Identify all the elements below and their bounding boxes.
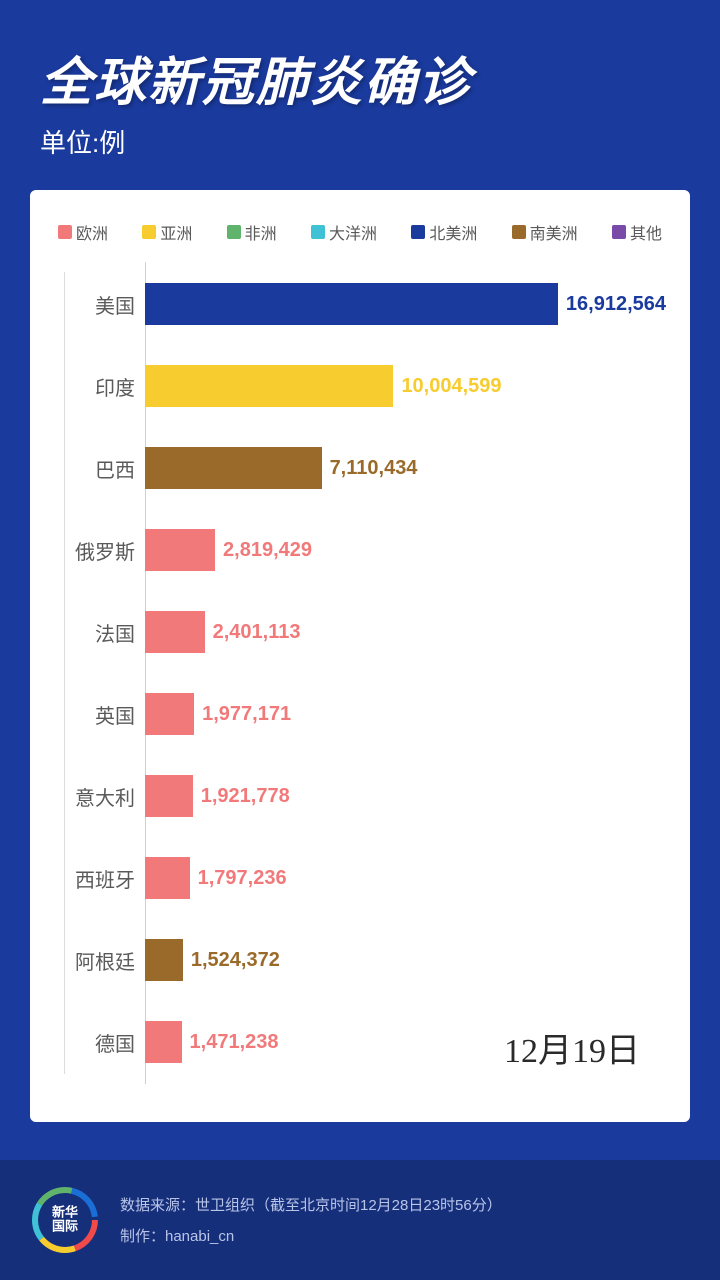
bar bbox=[145, 775, 193, 817]
page-title: 全球新冠肺炎确诊 bbox=[40, 40, 680, 115]
legend-item: 欧洲 bbox=[58, 220, 108, 244]
source-line: 数据来源：世卫组织（截至北京时间12月28日23时56分） bbox=[120, 1194, 502, 1215]
bar-value-label: 1,471,238 bbox=[190, 1031, 279, 1054]
legend-label: 大洋洲 bbox=[329, 220, 377, 244]
bar bbox=[145, 693, 194, 735]
bar-value-label: 7,110,434 bbox=[330, 457, 418, 480]
legend-swatch bbox=[512, 225, 526, 239]
bar-row: 俄罗斯2,819,429 bbox=[145, 518, 666, 582]
bar-row: 法国2,401,113 bbox=[145, 600, 666, 664]
bar-country-label: 西班牙 bbox=[55, 864, 135, 893]
logo-text: 新华国际 bbox=[48, 1206, 83, 1235]
bar bbox=[145, 529, 215, 571]
legend-swatch bbox=[227, 225, 241, 239]
bar-value-label: 16,912,564 bbox=[566, 293, 666, 316]
chart-panel: 欧洲亚洲非洲大洋洲北美洲南美洲其他 美国16,912,564印度10,004,5… bbox=[30, 190, 690, 1122]
bar-row: 美国16,912,564 bbox=[145, 272, 666, 336]
bar bbox=[145, 611, 205, 653]
bar-country-label: 德国 bbox=[55, 1028, 135, 1057]
legend-item: 亚洲 bbox=[142, 220, 192, 244]
bar-row: 巴西7,110,434 bbox=[145, 436, 666, 500]
bar-value-label: 2,819,429 bbox=[223, 539, 312, 562]
bar-chart: 美国16,912,564 印度10,004,599 巴西7,110,434 俄罗斯2,… bbox=[64, 272, 666, 1074]
bar-row: 阿根廷1,524,372 bbox=[145, 928, 666, 992]
credit-line: 制作：hanabi_cn bbox=[120, 1225, 502, 1246]
legend-label: 南美洲 bbox=[530, 220, 578, 244]
bar-row: 西班牙1,797,236 bbox=[145, 846, 666, 910]
legend-item: 南美洲 bbox=[512, 220, 578, 244]
footer: 新华国际 数据来源：世卫组织（截至北京时间12月28日23时56分） 制作：ha… bbox=[0, 1160, 720, 1280]
bar-country-label: 法国 bbox=[55, 618, 135, 647]
legend-item: 北美洲 bbox=[411, 220, 477, 244]
bar bbox=[145, 857, 190, 899]
bar-value-label: 1,977,171 bbox=[202, 703, 291, 726]
unit-label: 单位:例 bbox=[40, 123, 680, 160]
legend-swatch bbox=[411, 225, 425, 239]
legend-label: 其他 bbox=[630, 220, 662, 244]
legend-item: 非洲 bbox=[227, 220, 277, 244]
bar bbox=[145, 283, 558, 325]
legend-swatch bbox=[311, 225, 325, 239]
date-overlay: 12月19日 bbox=[504, 1023, 640, 1072]
bar bbox=[145, 365, 393, 407]
bar-value-label: 1,921,778 bbox=[201, 785, 290, 808]
bar bbox=[145, 939, 183, 981]
bar-country-label: 印度 bbox=[55, 372, 135, 401]
bar-value-label: 1,797,236 bbox=[198, 867, 287, 890]
bar-country-label: 英国 bbox=[55, 700, 135, 729]
legend-label: 非洲 bbox=[245, 220, 277, 244]
bar bbox=[145, 447, 322, 489]
bar-country-label: 俄罗斯 bbox=[55, 536, 135, 565]
legend-item: 其他 bbox=[612, 220, 662, 244]
footer-text: 数据来源：世卫组织（截至北京时间12月28日23时56分） 制作：hanabi_… bbox=[120, 1194, 502, 1246]
bar-row: 英国1,977,171 bbox=[145, 682, 666, 746]
legend-label: 欧洲 bbox=[76, 220, 108, 244]
legend-label: 北美洲 bbox=[429, 220, 477, 244]
bar-value-label: 1,524,372 bbox=[191, 949, 280, 972]
bar-value-label: 2,401,113 bbox=[213, 621, 301, 644]
legend-swatch bbox=[612, 225, 626, 239]
header: 全球新冠肺炎确诊 单位:例 bbox=[0, 0, 720, 170]
legend-swatch bbox=[142, 225, 156, 239]
legend-item: 大洋洲 bbox=[311, 220, 377, 244]
bar-row: 印度10,004,599 bbox=[145, 354, 666, 418]
logo: 新华国际 bbox=[30, 1185, 100, 1255]
bar bbox=[145, 1021, 182, 1063]
bar-country-label: 美国 bbox=[55, 290, 135, 319]
legend-swatch bbox=[58, 225, 72, 239]
legend: 欧洲 亚洲 非洲 大洋洲 北美洲 南美洲 其他 bbox=[54, 220, 666, 244]
bar-row: 意大利1,921,778 bbox=[145, 764, 666, 828]
bar-country-label: 意大利 bbox=[55, 782, 135, 811]
bar-country-label: 巴西 bbox=[55, 454, 135, 483]
legend-label: 亚洲 bbox=[160, 220, 192, 244]
bar-value-label: 10,004,599 bbox=[401, 375, 501, 398]
bar-country-label: 阿根廷 bbox=[55, 946, 135, 975]
